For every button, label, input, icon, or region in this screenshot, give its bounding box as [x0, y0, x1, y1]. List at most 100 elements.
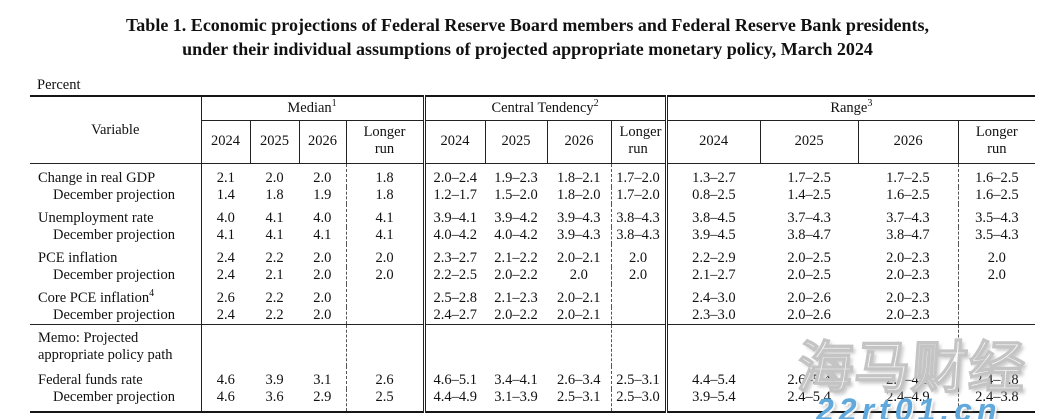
value-cell [610, 324, 667, 366]
year-header-ct-2026: 2026 [546, 120, 612, 164]
table-row-pce-inflation-december: December projection 2.4 2.1 2.0 2.0 2.2–… [30, 267, 1036, 284]
value-cell: 3.8–4.7 [787, 227, 831, 243]
footnote-marker-4: 4 [149, 288, 155, 300]
value-cell: 2.0 [345, 267, 425, 284]
group-label-range: Range [830, 100, 868, 116]
row-label: Memo: Projected appropriate policy path [30, 324, 201, 366]
table-row-gdp-december: December projection 1.4 1.8 1.9 1.8 1.2–… [30, 187, 1036, 204]
value-cell: 3.9–4.5 [664, 227, 761, 244]
value-cell: 2.0 [313, 250, 332, 266]
value-cell: 3.8–4.5 [664, 204, 761, 227]
value-cell: 2.6 [200, 284, 250, 307]
table-row-core-pce-inflation: Core PCE inflation4 2.6 2.2 2.0 2.5–2.8 … [30, 284, 1036, 307]
value-cell: 2.4–4.9 [886, 389, 930, 405]
value-cell: 1.2–1.7 [422, 187, 486, 204]
projections-table-wrap: Variable Median1 Central Tendency2 Range… [30, 95, 1036, 413]
value-cell: 3.1 [313, 372, 332, 388]
value-cell: 2.5–2.8 [422, 284, 486, 307]
table-header: Variable Median1 Central Tendency2 Range… [30, 96, 1036, 164]
value-cell [299, 324, 346, 366]
value-cell: 2.1–2.2 [494, 250, 538, 266]
value-cell: 2.0–2.4 [422, 163, 486, 187]
value-cell [610, 284, 667, 307]
value-cell: 2.0 [610, 267, 667, 284]
value-cell [610, 307, 667, 325]
value-cell: 3.9 [265, 372, 284, 388]
year-header-ct-2025: 2025 [484, 120, 548, 164]
value-cell: 2.4–3.0 [664, 284, 761, 307]
value-cell: 2.4–5.4 [787, 389, 831, 405]
value-cell: 2.4 [200, 307, 250, 325]
value-cell [858, 324, 959, 366]
value-cell: 1.6–2.5 [957, 163, 1036, 187]
column-group-median: Median1 [200, 96, 425, 121]
value-cell: 1.7–2.0 [610, 187, 667, 204]
value-cell: 2.0 [265, 170, 284, 186]
value-cell: 2.0–2.3 [886, 267, 930, 283]
value-cell: 3.4–4.1 [494, 372, 538, 388]
value-cell: 2.0–2.5 [787, 267, 831, 283]
value-cell [485, 324, 548, 366]
row-label: PCE inflation [38, 250, 118, 266]
value-cell: 3.8–4.3 [610, 204, 667, 227]
value-cell: 2.0 [313, 290, 332, 306]
value-cell: 3.1–3.9 [494, 389, 538, 405]
value-cell [957, 284, 1036, 307]
value-cell [547, 324, 612, 366]
value-cell: 1.6–2.5 [886, 187, 930, 203]
table-row-federal-funds-rate: Federal funds rate 4.6 3.9 3.1 2.6 4.6–5… [30, 366, 1036, 389]
value-cell: 2.5–3.0 [610, 389, 667, 412]
table-row-core-pce-december: December projection 2.4 2.2 2.0 2.4–2.7 … [30, 307, 1036, 325]
value-cell: 2.0 [345, 244, 425, 267]
table-title-line2: under their individual assumptions of pr… [182, 39, 873, 59]
value-cell: 3.8–4.7 [886, 227, 930, 243]
year-header-median-2024: 2024 [200, 120, 250, 164]
value-cell: 4.1 [345, 227, 425, 244]
value-cell: 1.4 [200, 187, 250, 204]
value-cell: 1.9–2.3 [494, 170, 538, 186]
value-cell: 4.0–4.2 [422, 227, 486, 244]
value-cell: 3.5–4.3 [957, 227, 1036, 244]
value-cell: 4.0 [200, 204, 250, 227]
value-cell: 2.0 [957, 244, 1036, 267]
value-cell: 2.4–4.9 [886, 372, 930, 388]
value-cell: 1.7–2.5 [886, 170, 930, 186]
value-cell: 2.4–2.7 [422, 307, 486, 325]
value-cell: 3.9–5.4 [664, 389, 761, 412]
value-cell: 4.4–4.9 [422, 389, 486, 412]
row-label: Core PCE inflation4 [30, 284, 201, 307]
value-cell: 2.0–2.3 [886, 250, 930, 266]
year-header-median-longer-run: Longer run [345, 120, 425, 164]
value-cell: 4.1 [200, 227, 250, 244]
projections-table: Variable Median1 Central Tendency2 Range… [30, 95, 1036, 413]
column-header-variable: Variable [30, 96, 201, 164]
value-cell: 2.5–3.1 [610, 366, 667, 389]
value-cell: 2.0 [957, 267, 1036, 284]
value-cell: 4.0–4.2 [494, 227, 538, 243]
value-cell: 2.0 [569, 267, 588, 283]
value-cell: 3.9–4.2 [494, 210, 538, 226]
value-cell: 2.0–2.3 [886, 290, 930, 306]
value-cell: 2.2 [265, 290, 284, 306]
value-cell: 2.2 [265, 250, 284, 266]
value-cell [345, 324, 425, 366]
value-cell: 1.9 [313, 187, 332, 203]
table-title-line1: Table 1. Economic projections of Federal… [125, 15, 930, 35]
footnote-marker-2: 2 [593, 98, 599, 110]
memo-label-line2: appropriate policy path [38, 347, 173, 363]
value-cell: 1.8 [345, 163, 425, 187]
value-cell: 1.3–2.7 [664, 163, 761, 187]
value-cell: 2.0–2.6 [787, 307, 831, 323]
value-cell: 2.4–3.8 [957, 389, 1036, 412]
table-row-gdp: Change in real GDP 2.1 2.0 2.0 1.8 2.0–2… [30, 163, 1036, 187]
value-cell: 2.3–3.0 [664, 307, 761, 325]
memo-label-line1: Memo: Projected [38, 330, 139, 346]
group-label-median: Median [287, 100, 332, 116]
value-cell: 3.7–4.3 [787, 210, 831, 226]
value-cell [250, 324, 299, 366]
value-cell: 3.6 [265, 389, 284, 405]
value-cell [345, 307, 425, 325]
row-label: Federal funds rate [38, 372, 143, 388]
table-body: Change in real GDP 2.1 2.0 2.0 1.8 2.0–2… [30, 163, 1036, 412]
value-cell: 3.9–4.3 [557, 210, 601, 226]
